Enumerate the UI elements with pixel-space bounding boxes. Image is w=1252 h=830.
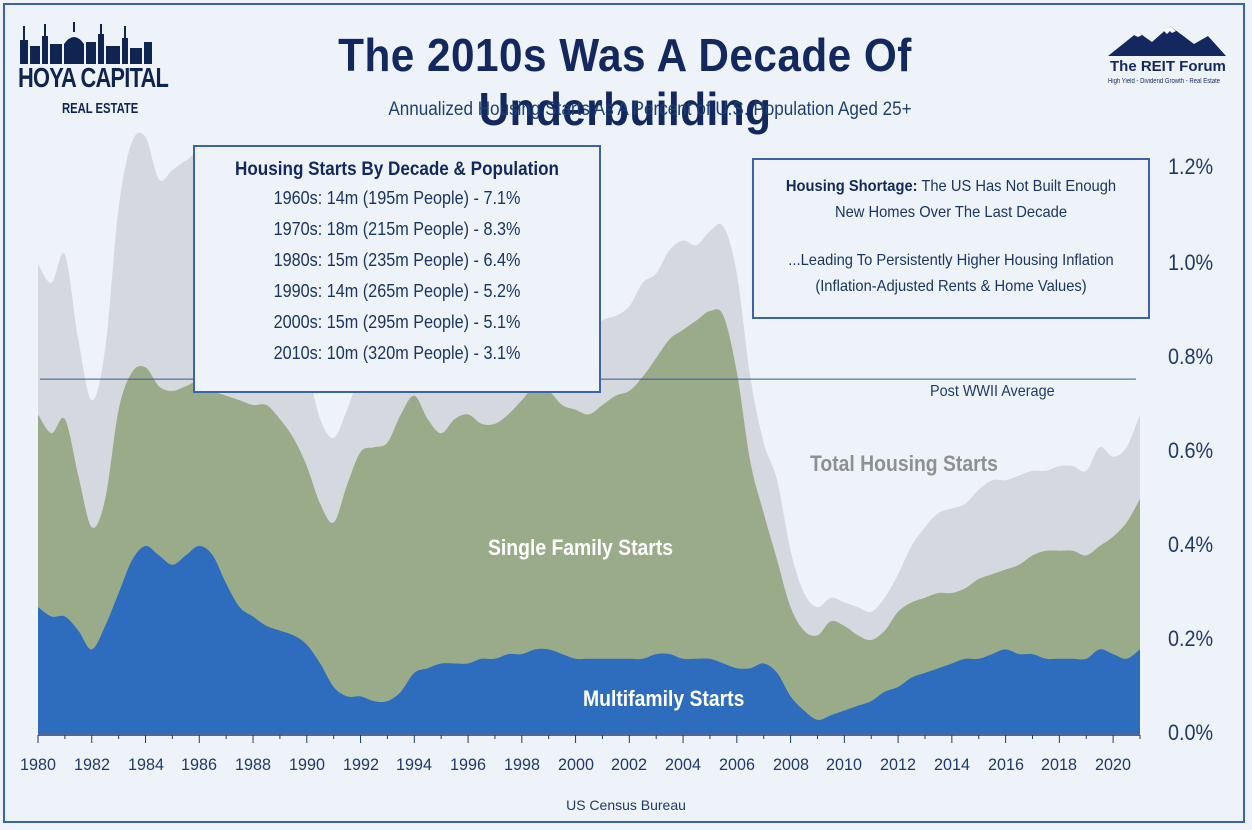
x-tick-label-2008: 2008 [772, 755, 809, 774]
x-tick-label-2004: 2004 [665, 755, 702, 774]
decade-box-heading: Housing Starts By Decade & Population [235, 159, 560, 180]
x-tick-label-1996: 1996 [450, 755, 487, 774]
decade-row-1970s: 1970s: 18m (215m People) - 8.3% [273, 219, 521, 239]
y-tick-1.2: 1.2% [1168, 154, 1214, 179]
y-tick-1.0: 1.0% [1168, 250, 1214, 275]
reit-forum-tagline: High Yield - Dividend Growth - Real Esta… [1108, 78, 1221, 85]
shortage-line-1-rest: The US Has Not Built Enough [917, 178, 1117, 195]
housing-shortage-box: Housing Shortage: The US Has Not Built E… [752, 158, 1150, 319]
shortage-line-3: ...Leading To Persistently Higher Housin… [788, 252, 1114, 269]
label-multifamily-starts: Multifamily Starts [583, 686, 745, 711]
decade-row-1960s: 1960s: 14m (195m People) - 7.1% [273, 188, 521, 208]
x-tick-label-2010: 2010 [826, 755, 863, 774]
decade-row-2000s: 2000s: 15m (295m People) - 5.1% [273, 312, 521, 332]
post-wwii-average-label: Post WWII Average [930, 383, 1055, 400]
x-tick-label-1980: 1980 [20, 755, 56, 774]
y-tick-0.0: 0.0% [1168, 720, 1214, 745]
chart-subtitle: Annualized Housing Starts As A Percent o… [388, 99, 912, 120]
x-tick-label-2016: 2016 [987, 755, 1024, 774]
shortage-line-2: New Homes Over The Last Decade [834, 204, 1068, 221]
area-multifamily-starts [38, 545, 1140, 734]
skyline-icon [20, 22, 152, 64]
x-tick-label-1994: 1994 [396, 755, 433, 774]
mountain-icon [1108, 26, 1226, 56]
chart-title: The 2010s Was A Decade Of Underbuilding [338, 29, 912, 135]
decade-summary-box: Housing Starts By Decade & Population 19… [193, 145, 601, 393]
hoya-capital-sub: REAL ESTATE [62, 100, 139, 117]
x-tick-label-2014: 2014 [933, 755, 970, 774]
decade-row-1990s: 1990s: 14m (265m People) - 5.2% [273, 281, 521, 301]
x-tick-label-2018: 2018 [1041, 755, 1078, 774]
shortage-line-1: Housing Shortage: The US Has Not Built E… [770, 174, 1132, 200]
decade-row-1980s: 1980s: 15m (235m People) - 6.4% [273, 250, 521, 270]
x-tick-label-1998: 1998 [503, 755, 540, 774]
label-single-family-starts: Single Family Starts [488, 535, 674, 560]
reit-forum-logo: The REIT Forum High Yield - Dividend Gro… [1104, 22, 1230, 92]
x-tick-label-2002: 2002 [611, 755, 648, 774]
source-note: US Census Bureau [566, 797, 686, 813]
x-tick-label-2020: 2020 [1095, 755, 1132, 774]
x-tick-label-1984: 1984 [127, 755, 164, 774]
y-tick-0.4: 0.4% [1168, 532, 1214, 557]
x-tick-label-1982: 1982 [73, 755, 110, 774]
hoya-capital-logo: HOYA CAPITAL REAL ESTATE [14, 18, 169, 128]
x-tick-marks [37, 735, 1141, 743]
reit-forum-name: The REIT Forum [1110, 58, 1226, 75]
y-tick-0.6: 0.6% [1168, 438, 1214, 463]
x-tick-label-1992: 1992 [342, 755, 379, 774]
chart-frame [3, 3, 1245, 823]
area-single-family-starts [38, 309, 1140, 734]
decade-row-2010s: 2010s: 10m (320m People) - 3.1% [273, 343, 521, 363]
x-tick-label-2012: 2012 [880, 755, 917, 774]
x-tick-label-2000: 2000 [557, 755, 594, 774]
x-tick-label-1986: 1986 [181, 755, 218, 774]
x-tick-label-1988: 1988 [235, 755, 271, 774]
x-tick-label-2006: 2006 [718, 755, 755, 774]
shortage-line-4: (Inflation-Adjusted Rents & Home Values) [815, 278, 1087, 295]
shortage-bold: Housing Shortage: [785, 178, 918, 195]
label-total-housing-starts: Total Housing Starts [810, 451, 998, 476]
x-tick-label-1990: 1990 [288, 755, 325, 774]
hoya-capital-name: HOYA CAPITAL [18, 62, 169, 93]
y-tick-0.8: 0.8% [1168, 344, 1214, 369]
y-tick-0.2: 0.2% [1168, 626, 1214, 651]
